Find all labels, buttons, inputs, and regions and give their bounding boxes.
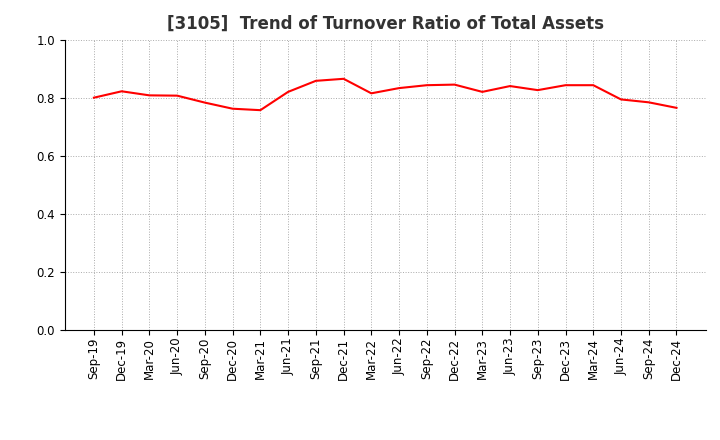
Title: [3105]  Trend of Turnover Ratio of Total Assets: [3105] Trend of Turnover Ratio of Total … (167, 15, 603, 33)
